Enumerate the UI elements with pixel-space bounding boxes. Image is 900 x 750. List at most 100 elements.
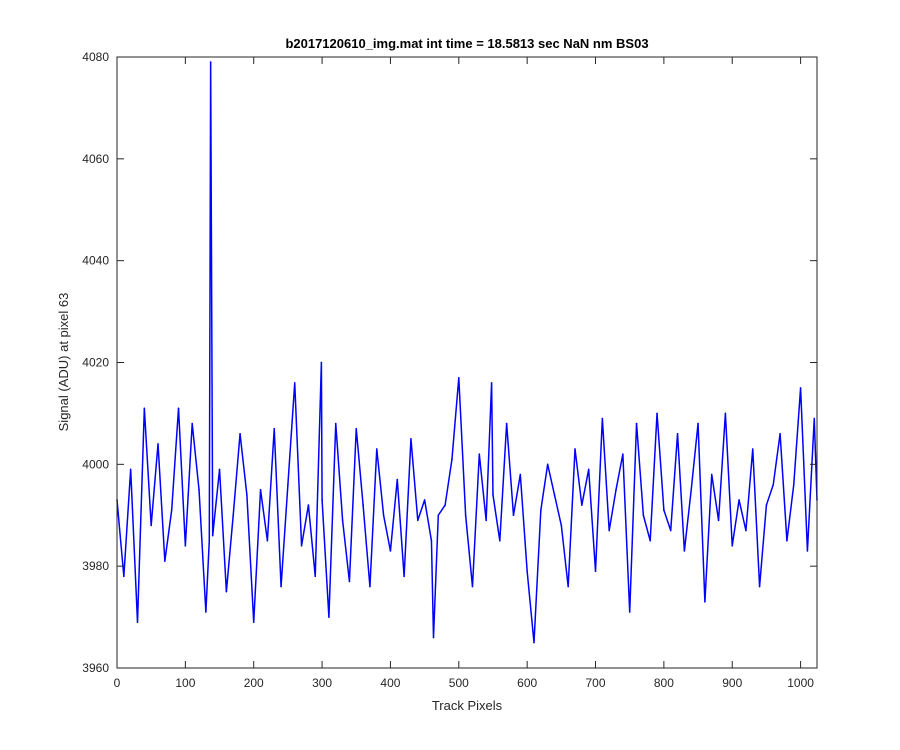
data-point: [451, 458, 453, 461]
data-point: [382, 514, 385, 517]
data-point: [369, 585, 371, 588]
data-point: [601, 417, 604, 420]
data-point: [205, 611, 207, 613]
data-point: [389, 550, 392, 552]
data-point: [164, 560, 166, 562]
data-point: [184, 545, 187, 547]
data-point: [170, 509, 173, 511]
data-point: [765, 504, 768, 506]
data-point: [328, 616, 330, 618]
data-point: [191, 422, 193, 425]
data-points: [116, 61, 818, 644]
data-point: [676, 432, 679, 435]
data-point: [410, 438, 412, 440]
data-point: [622, 453, 624, 455]
y-tick-label: 3960: [82, 661, 109, 675]
data-point: [362, 504, 364, 506]
data-point: [177, 407, 180, 410]
data-point: [252, 621, 255, 623]
x-tick-label: 100: [175, 676, 195, 690]
data-point: [806, 550, 809, 552]
data-point: [642, 514, 645, 517]
data-point: [567, 585, 569, 588]
data-point: [813, 417, 816, 420]
data-point: [348, 580, 351, 583]
data-point: [526, 570, 528, 573]
chart-title: b2017120610_img.mat int time = 18.5813 s…: [285, 36, 648, 51]
data-point: [259, 488, 262, 491]
data-point: [218, 468, 221, 471]
data-point: [458, 376, 460, 379]
data-point: [437, 514, 440, 517]
y-tick-label: 4020: [82, 356, 109, 370]
data-point: [519, 473, 522, 476]
data-point: [553, 494, 556, 496]
data-point: [724, 412, 727, 415]
data-point: [320, 361, 323, 364]
y-axis: 3960 3980 4000 4020 4040 4060 4080: [82, 50, 817, 675]
y-tick-label: 4080: [82, 50, 109, 64]
data-point: [150, 524, 152, 527]
data-point: [300, 545, 303, 547]
data-point: [615, 488, 617, 491]
x-tick-label: 0: [114, 676, 121, 690]
data-point: [273, 427, 276, 430]
data-point: [123, 575, 125, 578]
data-point: [758, 585, 761, 588]
data-point: [208, 539, 211, 542]
x-tick-label: 200: [244, 676, 264, 690]
data-point: [704, 601, 706, 603]
data-point: [499, 539, 501, 542]
data-point: [198, 488, 200, 491]
data-point: [432, 636, 435, 639]
data-point: [444, 504, 446, 506]
data-point: [683, 550, 686, 552]
x-tick-label: 800: [654, 676, 674, 690]
data-point: [490, 382, 493, 384]
data-point: [157, 443, 159, 445]
data-point: [608, 529, 610, 532]
data-point: [341, 519, 344, 522]
data-point: [690, 488, 693, 491]
data-point: [731, 545, 734, 547]
data-point: [669, 529, 672, 532]
data-point: [355, 427, 358, 430]
x-axis: 0 100 200 300 400 500 600 700 800 900 1000: [114, 57, 814, 690]
data-point: [717, 519, 720, 522]
data-point: [375, 448, 378, 450]
data-point: [587, 468, 590, 471]
data-point: [430, 539, 433, 542]
data-point: [512, 514, 515, 517]
y-axis-label: Signal (ADU) at pixel 63: [56, 293, 71, 432]
data-point: [540, 509, 542, 511]
data-point: [656, 412, 658, 415]
x-tick-label: 500: [449, 676, 469, 690]
data-point: [471, 585, 474, 588]
data-point: [423, 499, 426, 501]
plot-area: [117, 57, 817, 668]
data-point: [594, 570, 597, 573]
data-point: [287, 483, 289, 486]
data-point: [293, 382, 296, 384]
data-point: [697, 422, 699, 425]
data-point: [751, 448, 754, 450]
data-point: [314, 575, 317, 578]
data-point: [635, 422, 638, 425]
data-point: [786, 539, 788, 542]
data-point: [307, 504, 310, 506]
data-point: [663, 509, 665, 511]
data-point: [478, 453, 481, 455]
y-tick-label: 3980: [82, 559, 109, 573]
data-point: [396, 478, 399, 481]
data-point: [321, 499, 323, 501]
data-point: [792, 483, 795, 486]
data-point: [745, 529, 747, 532]
data-point: [209, 61, 212, 63]
x-tick-label: 300: [312, 676, 332, 690]
data-point: [574, 448, 576, 450]
data-point: [464, 514, 467, 517]
data-point: [416, 519, 419, 522]
x-axis-label: Track Pixels: [432, 698, 503, 713]
data-point: [232, 514, 235, 517]
